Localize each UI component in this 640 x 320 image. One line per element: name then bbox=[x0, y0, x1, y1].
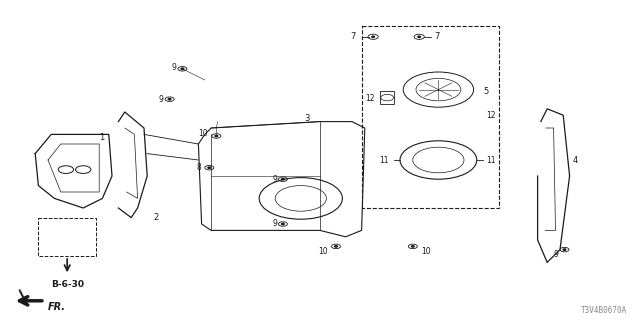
Text: /: / bbox=[15, 288, 33, 306]
Circle shape bbox=[372, 36, 374, 37]
Circle shape bbox=[563, 249, 566, 250]
Circle shape bbox=[282, 179, 284, 180]
Text: 4: 4 bbox=[573, 156, 578, 164]
Text: 7: 7 bbox=[434, 32, 439, 41]
Text: 9: 9 bbox=[554, 250, 559, 259]
Circle shape bbox=[282, 223, 284, 225]
Text: 9: 9 bbox=[272, 175, 277, 184]
Text: 12: 12 bbox=[486, 111, 496, 120]
Text: 7: 7 bbox=[351, 32, 356, 41]
Text: 9: 9 bbox=[159, 95, 164, 104]
Text: 12: 12 bbox=[365, 94, 374, 103]
Text: 10: 10 bbox=[421, 247, 431, 256]
Circle shape bbox=[208, 167, 211, 168]
Bar bbox=[38, 218, 96, 256]
Text: T3V4B0670A: T3V4B0670A bbox=[581, 306, 627, 315]
Text: 3: 3 bbox=[304, 114, 309, 123]
Text: 10: 10 bbox=[198, 129, 208, 138]
Circle shape bbox=[412, 246, 414, 247]
Text: 9: 9 bbox=[272, 220, 277, 228]
Text: 2: 2 bbox=[154, 213, 159, 222]
Text: FR.: FR. bbox=[48, 302, 66, 312]
Text: B-6-30: B-6-30 bbox=[51, 280, 84, 289]
Text: 8: 8 bbox=[197, 163, 202, 172]
Bar bbox=[362, 26, 499, 208]
Text: 9: 9 bbox=[171, 63, 176, 72]
Text: 1: 1 bbox=[99, 133, 104, 142]
Circle shape bbox=[168, 99, 171, 100]
Text: 11: 11 bbox=[486, 156, 496, 164]
Circle shape bbox=[215, 135, 218, 137]
Text: 5: 5 bbox=[483, 87, 488, 96]
Circle shape bbox=[181, 68, 184, 69]
Circle shape bbox=[418, 36, 420, 37]
Bar bbox=[380, 91, 394, 104]
Text: 10: 10 bbox=[319, 247, 328, 256]
Circle shape bbox=[335, 246, 337, 247]
Text: 11: 11 bbox=[380, 156, 389, 164]
